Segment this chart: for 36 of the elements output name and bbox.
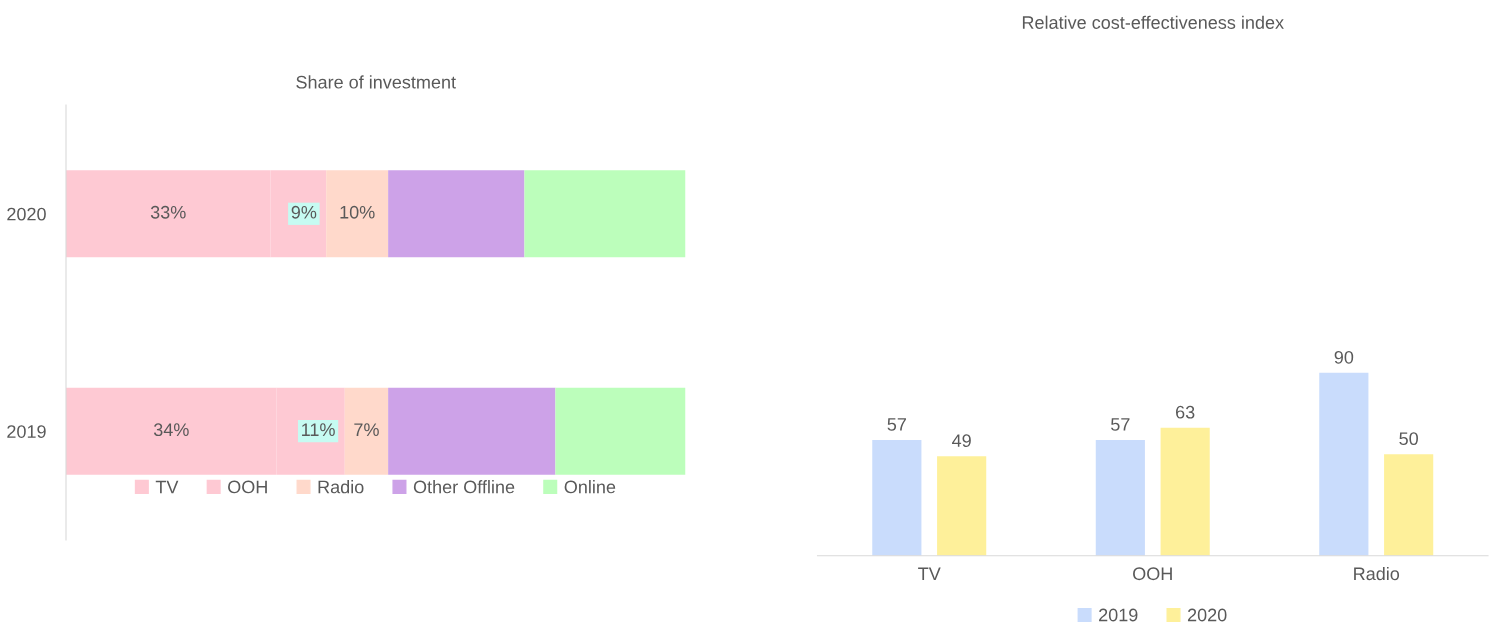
legend-label: 2019: [1099, 608, 1138, 622]
bar: [388, 387, 556, 475]
data-label: 57: [887, 418, 906, 431]
bar: [1319, 372, 1369, 556]
data-label: 11%: [302, 423, 335, 437]
data-label: 7%: [354, 423, 379, 437]
data-label: 33%: [150, 205, 186, 219]
data-label: 57: [1111, 418, 1130, 431]
bar: [326, 170, 389, 258]
x-tick-label: Radio: [1354, 566, 1400, 581]
bar: [344, 387, 389, 475]
data-label: 9%: [291, 205, 317, 219]
bar: [872, 439, 922, 556]
x-tick-label: TV: [918, 567, 941, 580]
x-tick-label: OOH: [1133, 567, 1172, 581]
legend-label: TV: [155, 480, 179, 494]
bar: [555, 387, 686, 475]
chart-title: Relative cost-effectiveness index: [1022, 15, 1284, 29]
bar: [388, 170, 525, 258]
legend-label: Online: [564, 480, 616, 494]
legend-label: OOH: [228, 480, 267, 494]
data-label: 90: [1334, 350, 1354, 364]
bar: [1160, 427, 1210, 556]
bar: [524, 170, 686, 258]
data-label: 50: [1399, 432, 1418, 446]
bar: [1095, 439, 1145, 556]
legend-label: 2020: [1187, 608, 1227, 622]
chart-title: Share of investment: [296, 75, 456, 89]
bar: [937, 456, 987, 556]
data-label: 49: [952, 434, 971, 448]
legend-label: Radio: [318, 480, 364, 494]
bar: [1384, 454, 1434, 556]
data-label: 34%: [153, 423, 189, 437]
legend-label: Other Offline: [413, 480, 515, 494]
data-label: 10%: [340, 205, 375, 219]
data-label: 63: [1176, 405, 1195, 419]
